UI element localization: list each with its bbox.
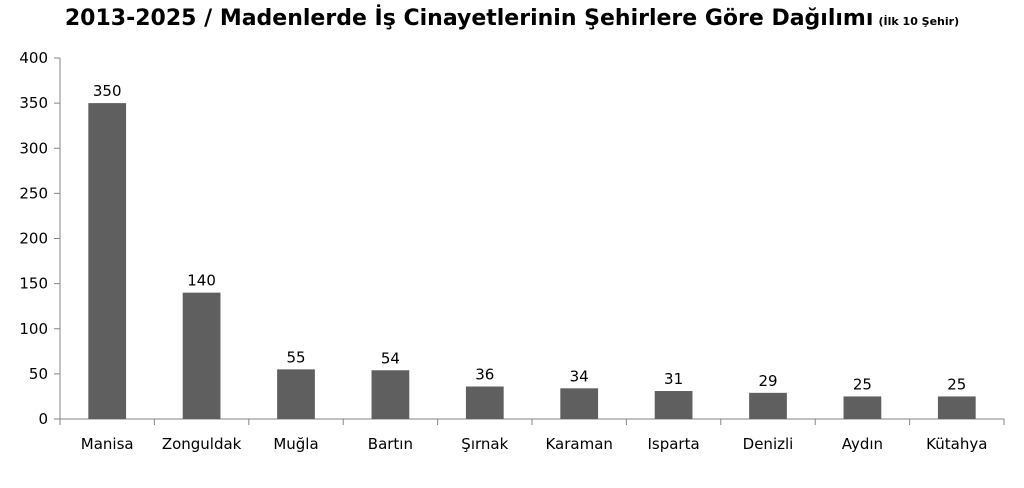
y-tick-label: 350 [19, 94, 48, 112]
x-tick-label: Şırnak [461, 435, 508, 453]
data-label: 34 [570, 367, 589, 385]
bar [654, 391, 693, 419]
bar [937, 396, 976, 419]
x-tick-label: Muğla [273, 435, 318, 453]
bar [371, 370, 410, 419]
y-tick-label: 0 [38, 410, 48, 428]
y-tick-label: 100 [19, 320, 48, 338]
bar [182, 292, 221, 419]
x-tick-label: Aydın [842, 435, 883, 453]
x-tick-label: Kütahya [926, 435, 987, 453]
y-tick-label: 50 [29, 365, 48, 383]
bar [465, 386, 504, 419]
chart-subtitle: (İlk 10 Şehir) [878, 15, 960, 28]
y-tick-label: 250 [19, 184, 48, 202]
data-label: 54 [381, 349, 400, 367]
data-label: 350 [93, 82, 122, 100]
data-label: 25 [947, 375, 966, 393]
chart-title-main: 2013-2025 / Madenlerde İş Cinayetlerinin… [64, 6, 874, 31]
data-label: 140 [187, 272, 216, 290]
chart-title: 2013-2025 / Madenlerde İş Cinayetlerinin… [0, 6, 1024, 31]
data-label: 29 [758, 372, 777, 390]
x-tick-label: Zonguldak [162, 435, 242, 453]
x-tick-label: Isparta [647, 435, 699, 453]
bar [277, 369, 315, 419]
x-tick-label: Karaman [545, 435, 612, 453]
data-label: 31 [664, 370, 683, 388]
bar [749, 392, 787, 419]
data-label: 25 [853, 375, 872, 393]
bar [560, 388, 599, 419]
y-tick-label: 300 [19, 139, 48, 157]
y-tick-label: 400 [19, 49, 48, 67]
bar [843, 396, 882, 419]
y-tick-label: 150 [19, 275, 48, 293]
data-label: 55 [286, 348, 305, 366]
y-tick-label: 200 [19, 230, 48, 248]
x-tick-label: Bartın [368, 435, 413, 453]
data-label: 36 [475, 366, 494, 384]
x-tick-label: Denizli [743, 435, 794, 453]
bar [88, 103, 127, 419]
x-tick-label: Manisa [81, 435, 134, 453]
